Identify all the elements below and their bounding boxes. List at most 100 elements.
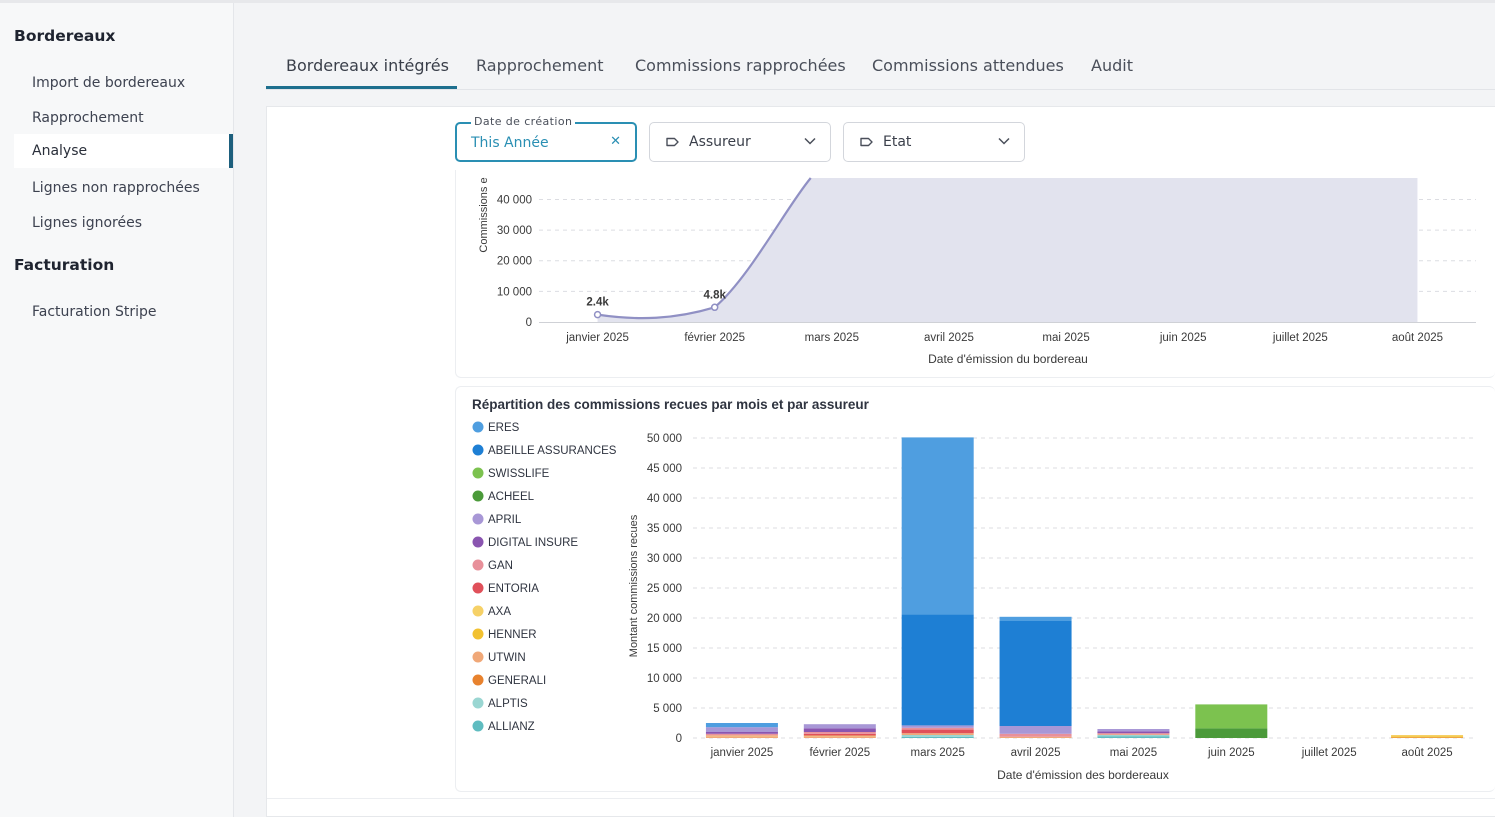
bar-segment[interactable] — [1097, 731, 1170, 734]
bar-segment[interactable] — [901, 614, 974, 726]
legend-swatch — [472, 421, 484, 433]
bar-segment[interactable] — [705, 735, 778, 737]
legend-item-digital-insure[interactable]: DIGITAL INSURE — [472, 536, 579, 550]
bar-segment[interactable] — [901, 736, 974, 738]
legend-item-allianz[interactable]: ALLIANZ — [472, 720, 535, 734]
bar-segment[interactable] — [1097, 734, 1170, 735]
bar-segment[interactable] — [901, 727, 974, 730]
bar-segment[interactable] — [999, 736, 1072, 738]
legend-item-gan[interactable]: GAN — [472, 559, 513, 573]
bar-ytick-label: 5 000 — [653, 703, 682, 715]
bar-segment[interactable] — [999, 726, 1072, 734]
bar-segment[interactable] — [901, 729, 974, 734]
tab-rapprochement[interactable]: Rapprochement — [476, 56, 604, 75]
area-data-point[interactable] — [710, 303, 719, 312]
bar-segment[interactable] — [1195, 728, 1268, 738]
legend-label: AXA — [488, 606, 511, 618]
bar-ytick-label: 35 000 — [647, 523, 682, 535]
panel-bottom-divider — [267, 798, 1495, 799]
legend-swatch — [472, 536, 484, 548]
bar-xtick-label: mars 2025 — [911, 747, 965, 759]
state-dropdown[interactable]: Etat — [843, 122, 1025, 162]
bar-segment[interactable] — [901, 437, 974, 615]
bar-segment[interactable] — [705, 727, 778, 732]
bar-segment[interactable] — [705, 732, 778, 734]
bar-segment[interactable] — [705, 733, 778, 736]
bar-xtick-label: juin 2025 — [1207, 747, 1255, 759]
area-xtick-label: juin 2025 — [1159, 332, 1207, 344]
bar-chart-ylabel: Montant commissions recues — [628, 514, 640, 657]
bar-segment[interactable] — [1097, 729, 1170, 732]
bar-segment[interactable] — [803, 736, 876, 738]
area-xtick-label: février 2025 — [684, 332, 745, 344]
bar-ytick-label: 10 000 — [647, 673, 682, 685]
legend-swatch — [472, 513, 484, 525]
bar-segment[interactable] — [803, 733, 876, 736]
bar-segment[interactable] — [803, 728, 876, 732]
active-tab-indicator — [266, 86, 457, 89]
area-ytick-label: 20 000 — [497, 256, 532, 268]
legend-item-alptis[interactable]: ALPTIS — [472, 697, 528, 711]
bar-chart-xlabel: Date d'émission des bordereaux — [997, 768, 1169, 782]
bar-segment[interactable] — [999, 616, 1072, 621]
legend-label: SWISSLIFE — [488, 468, 550, 480]
sidebar-item-analyse[interactable]: Analyse — [14, 134, 233, 168]
chevron-down-icon — [804, 137, 816, 145]
sidebar-item-facturation-stripe[interactable]: Facturation Stripe — [32, 304, 157, 320]
sidebar-item-rapprochement[interactable]: Rapprochement — [32, 110, 144, 126]
bar-segment[interactable] — [901, 733, 974, 735]
bar-segment[interactable] — [1097, 735, 1170, 737]
tab-bordereaux-integres[interactable]: Bordereaux intégrés — [286, 56, 449, 75]
legend-label: ERES — [488, 422, 520, 434]
bar-segment[interactable] — [901, 735, 974, 737]
bar-segment[interactable] — [803, 732, 876, 734]
legend-item-axa[interactable]: AXA — [472, 605, 512, 619]
bar-segment[interactable] — [1391, 736, 1464, 738]
bar-segment[interactable] — [803, 724, 876, 729]
bar-segment[interactable] — [705, 723, 778, 728]
bar-segment[interactable] — [1391, 735, 1464, 737]
bar-segment[interactable] — [1097, 736, 1170, 738]
sidebar-item-lignes-ignorees[interactable]: Lignes ignorées — [32, 215, 142, 231]
legend-item-utwin[interactable]: UTWIN — [472, 651, 526, 665]
area-fill — [597, 178, 1418, 322]
date-filter[interactable]: Date de création This Année ✕ — [455, 115, 637, 162]
legend-swatch — [472, 559, 484, 571]
bar-segment[interactable] — [1391, 737, 1464, 738]
area-chart-card: 0 10 000 20 000 30 000 40 000 janvier 2025 fé… — [455, 170, 1495, 378]
close-icon[interactable]: ✕ — [610, 134, 621, 149]
tag-icon — [860, 137, 873, 147]
insurer-dropdown[interactable]: Assureur — [649, 122, 831, 162]
legend-label: DIGITAL INSURE — [488, 537, 578, 549]
legend-label: ACHEEL — [488, 491, 535, 503]
bar-segment[interactable] — [1195, 704, 1268, 729]
bar-segment[interactable] — [1097, 733, 1170, 735]
sidebar-item-lignes-non-rapprochees[interactable]: Lignes non rapprochées — [32, 180, 200, 196]
bar-segment[interactable] — [803, 735, 876, 737]
bar-xtick-label: février 2025 — [809, 747, 870, 759]
area-data-point[interactable] — [593, 310, 602, 319]
sidebar-item-import[interactable]: Import de bordereaux — [32, 75, 186, 91]
legend-item-eres[interactable]: ERES — [472, 421, 520, 435]
bar-segment[interactable] — [901, 725, 974, 728]
legend-item-generali[interactable]: GENERALI — [472, 674, 547, 688]
legend-item-henner[interactable]: HENNER — [472, 628, 537, 642]
legend-item-abeille-assurances[interactable]: ABEILLE ASSURANCES — [472, 444, 617, 458]
bar-ytick-label: 25 000 — [647, 583, 682, 595]
bar-xtick-label: mai 2025 — [1110, 747, 1157, 759]
tab-commissions-rapprochees[interactable]: Commissions rapprochées — [635, 56, 846, 75]
tab-commissions-attendues[interactable]: Commissions attendues — [872, 56, 1064, 75]
legend-label: GAN — [488, 560, 513, 572]
legend-label: ALPTIS — [488, 698, 528, 710]
bar-ytick-label: 15 000 — [647, 643, 682, 655]
area-ytick-label: 10 000 — [497, 286, 532, 298]
legend-label: ENTORIA — [488, 583, 539, 595]
bar-segment[interactable] — [999, 621, 1072, 726]
legend-item-april[interactable]: APRIL — [472, 513, 522, 527]
legend-item-acheel[interactable]: ACHEEL — [472, 490, 535, 504]
legend-item-swisslife[interactable]: SWISSLIFE — [472, 467, 550, 481]
tab-audit[interactable]: Audit — [1091, 56, 1133, 75]
bar-segment[interactable] — [705, 736, 778, 738]
bar-segment[interactable] — [999, 733, 1072, 737]
legend-item-entoria[interactable]: ENTORIA — [472, 582, 540, 596]
